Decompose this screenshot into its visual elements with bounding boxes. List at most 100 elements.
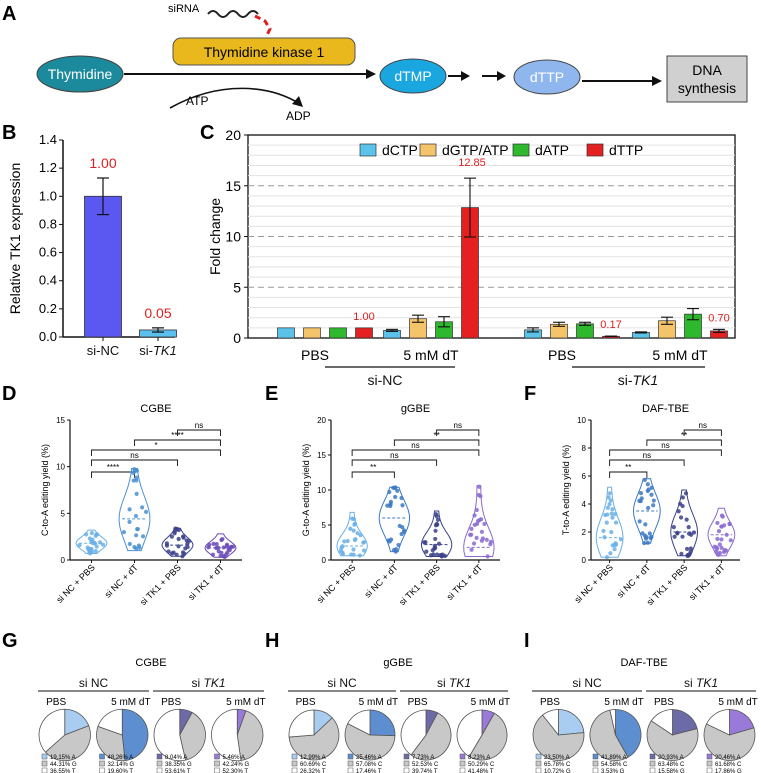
pie-legend-label: 19.60% T [108, 769, 134, 773]
data-point [717, 542, 722, 547]
data-point [678, 515, 684, 520]
data-point [86, 547, 91, 552]
data-point [476, 492, 481, 498]
data-point [604, 520, 609, 525]
data-point [715, 536, 720, 541]
significance-label: ns [130, 451, 138, 460]
pie-slice [38, 708, 66, 753]
legend-swatch [41, 753, 48, 760]
data-point [601, 528, 606, 534]
data-point [361, 548, 367, 553]
pie-slice [97, 708, 123, 736]
y-tick-label: 0 [61, 556, 66, 565]
data-point [671, 525, 676, 530]
condition-label: PBS [654, 697, 674, 708]
y-tick-label: 10 [56, 463, 65, 472]
data-point [219, 537, 224, 543]
violin-outline [707, 507, 736, 557]
data-point [400, 503, 405, 508]
panel-label-d: D [2, 383, 16, 405]
significance-bracket [91, 459, 178, 466]
legend-label: dATP [535, 142, 569, 158]
data-point [174, 552, 179, 557]
legend-swatch [291, 760, 298, 767]
pie-legend-label: 41.48% T [468, 769, 494, 773]
data-point [100, 542, 106, 547]
sirna-knockdown-line [254, 14, 272, 36]
pie-slice [96, 725, 126, 762]
group-label-text: si [191, 676, 203, 690]
y-tick-label: 0.6 [39, 245, 57, 260]
significance-label: **** [171, 431, 183, 440]
significance-bracket [177, 429, 221, 436]
data-point [132, 467, 137, 472]
data-point [651, 498, 656, 503]
data-point [638, 491, 644, 496]
pie-legend-label: 48.26% A [108, 755, 134, 761]
data-point [342, 539, 347, 544]
data-point [683, 491, 689, 496]
legend-swatch [592, 767, 599, 773]
data-point [602, 535, 607, 540]
legend-swatch [156, 767, 163, 773]
bar [329, 327, 347, 339]
data-point [610, 507, 615, 512]
data-point [686, 553, 691, 558]
data-point [385, 503, 390, 508]
significance-label: ** [434, 431, 440, 440]
violin-outline [632, 478, 661, 544]
group-label: 5 mM dT [403, 347, 459, 363]
data-point [475, 518, 481, 524]
significance-bracket [646, 439, 722, 446]
data-point [646, 505, 651, 511]
enzyme-box [172, 37, 356, 66]
pie-legend-label: 50.29% C [468, 762, 495, 768]
condition-label: PBS [46, 697, 66, 708]
pie-slice [456, 709, 483, 758]
data-point [185, 541, 190, 546]
pie-slice [410, 712, 452, 761]
significance-bracket [436, 429, 480, 436]
pie-slice [288, 717, 340, 761]
legend-swatch [403, 753, 410, 760]
pie-slice [121, 708, 149, 762]
data-point [608, 498, 613, 503]
pie-legend-label: 32.14% G [108, 762, 135, 768]
data-point [469, 526, 474, 531]
legend-swatch [347, 753, 354, 760]
x-tick-label: si TK1 + dT [445, 562, 485, 602]
data-point [610, 515, 615, 520]
synthesis-label: synthesis [678, 80, 736, 96]
data-point [684, 517, 689, 522]
data-point [680, 503, 685, 509]
data-point [640, 531, 645, 536]
violin-outline [670, 489, 699, 557]
data-point [176, 544, 181, 549]
data-point [214, 541, 219, 547]
data-point [675, 531, 680, 536]
y-axis-label: C-to-A editing yield (%) [40, 444, 50, 536]
group-label: si TK1 [437, 676, 471, 690]
data-point [474, 507, 479, 513]
x-tick-label: si TK1 + dT [186, 562, 226, 602]
data-point [132, 544, 137, 550]
data-point [135, 526, 140, 532]
data-point [387, 489, 392, 495]
significance-label: ns [661, 441, 669, 450]
data-point [618, 537, 624, 542]
pie-legend-label: 44.31% G [50, 762, 77, 768]
legend-swatch [347, 767, 354, 773]
data-point [482, 521, 487, 527]
group-label-text: si NC [79, 676, 109, 690]
panel-b-chart: 0.0 0.2 0.4 0.6 0.8 1.0 1.2 1.4 Relative TK1 exp… [7, 132, 177, 358]
significance-label: ** [625, 463, 631, 472]
dtmp-label: dTMP [394, 68, 431, 84]
legend-label: dTTP [609, 142, 643, 158]
data-point [94, 532, 100, 537]
data-point [719, 537, 724, 542]
data-point [613, 542, 619, 547]
arrowhead [652, 76, 662, 86]
data-point [430, 548, 435, 553]
data-point [166, 549, 171, 554]
